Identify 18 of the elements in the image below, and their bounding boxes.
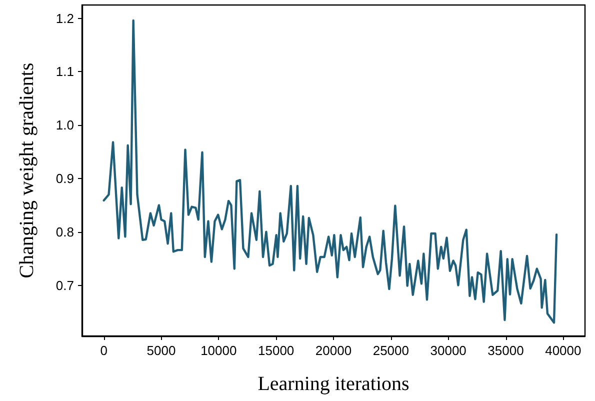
x-tick-label: 35000 (488, 343, 524, 358)
x-tick-label: 40000 (545, 343, 582, 358)
x-axis-title: Learning iterations (258, 373, 410, 395)
x-tick-label: 30000 (430, 343, 466, 358)
y-tick-label: 1.2 (56, 10, 74, 26)
y-tick-label: 0.7 (56, 278, 74, 293)
line-series (102, 19, 558, 324)
y-tick-label: 1.0 (56, 118, 74, 133)
x-tick-label: 15000 (258, 343, 294, 358)
y-tick-label: 0.8 (56, 224, 74, 240)
x-tick-label: 10000 (200, 343, 237, 358)
y-tick-label: 1.1 (56, 64, 74, 80)
x-tick-label: 5000 (146, 343, 176, 358)
x-tick-label: 0 (100, 343, 108, 358)
y-axis-title: Changing weight gradients (16, 62, 38, 278)
x-tick-label: 25000 (372, 343, 409, 358)
y-tick-label: 0.9 (56, 171, 74, 186)
x-tick-label: 20000 (315, 343, 352, 358)
